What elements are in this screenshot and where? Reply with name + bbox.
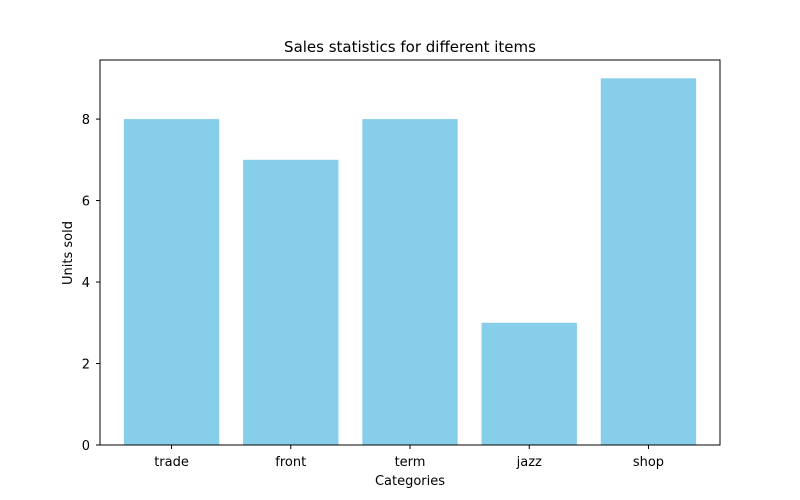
- bar-series: [123, 78, 697, 446]
- y-axis-label: Units sold: [61, 221, 76, 285]
- y-tick-label: 8: [82, 113, 90, 128]
- x-tick-label: front: [275, 455, 306, 470]
- x-tick-label: term: [395, 455, 426, 470]
- y-axis-ticks: 0 2 4 6 8: [82, 113, 100, 454]
- bar-jazz: [481, 322, 577, 445]
- y-tick-label: 2: [82, 358, 90, 373]
- x-axis-label: Categories: [375, 474, 445, 489]
- y-tick-label: 0: [82, 439, 90, 454]
- y-tick-label: 6: [82, 195, 90, 210]
- x-axis-ticks: trade front term jazz shop: [154, 445, 664, 470]
- x-tick-label: shop: [633, 455, 664, 470]
- x-tick-label: jazz: [516, 455, 542, 470]
- x-tick-label: trade: [154, 455, 189, 470]
- bar-shop: [600, 78, 697, 445]
- chart-title: Sales statistics for different items: [284, 38, 536, 56]
- bar-trade: [123, 119, 220, 446]
- bar-term: [362, 119, 458, 446]
- bar-front: [243, 159, 339, 445]
- y-tick-label: 4: [82, 276, 90, 291]
